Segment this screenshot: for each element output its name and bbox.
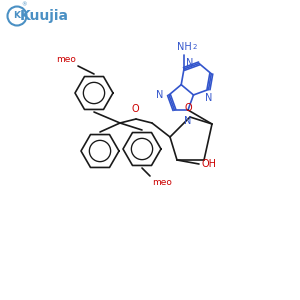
Text: NH: NH (177, 42, 191, 52)
Text: 2: 2 (193, 44, 197, 50)
Text: O: O (184, 103, 192, 113)
Text: ®: ® (21, 2, 27, 7)
Text: N: N (156, 90, 163, 100)
Text: meo: meo (56, 55, 76, 64)
Text: K: K (14, 11, 20, 20)
Text: meo: meo (152, 178, 172, 187)
Text: N: N (205, 94, 212, 103)
Text: O: O (131, 104, 139, 114)
Text: N: N (184, 116, 192, 126)
Text: Kuujia: Kuujia (20, 9, 68, 23)
Text: N: N (186, 58, 193, 68)
Text: OH: OH (201, 159, 216, 169)
